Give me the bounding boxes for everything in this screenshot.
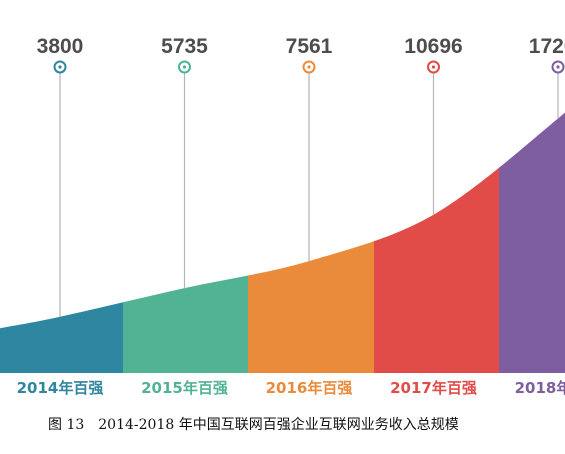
- caption: 图 13 2014-2018 年中国互联网百强企业互联网业务收入总规模: [48, 416, 459, 433]
- pin-dot: [307, 65, 311, 69]
- pin-dot: [58, 65, 62, 69]
- pin-dot: [182, 65, 187, 69]
- value-label: 7561: [286, 35, 333, 58]
- pin-dot: [556, 65, 560, 69]
- category-label: 2018年百强: [515, 379, 565, 397]
- category-label: 2015年百强: [141, 379, 228, 397]
- pin-dot: [431, 65, 436, 69]
- value-label: 17200: [529, 35, 565, 58]
- value-label: 3800: [37, 35, 84, 58]
- category-label: 2017年百强: [390, 379, 477, 397]
- category-label: 2014年百强: [17, 379, 104, 397]
- value-label: 5735: [161, 35, 208, 58]
- value-label: 10696: [404, 35, 462, 58]
- category-label: 2016年百强: [266, 379, 353, 397]
